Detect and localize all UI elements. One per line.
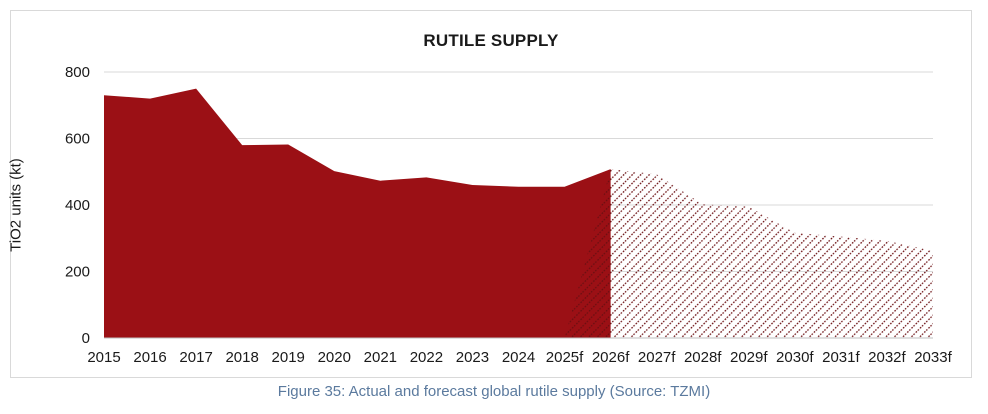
axes: 0 200 400 600 800 2015 2016 2017 2018 2019 2020 202… bbox=[65, 64, 953, 366]
y-tick-label: 800 bbox=[65, 64, 90, 81]
x-tick-label: 2021 bbox=[364, 349, 397, 366]
forecast-area bbox=[564, 169, 933, 338]
x-tick-label: 2030f bbox=[776, 349, 814, 366]
x-tick-label: 2023 bbox=[456, 349, 489, 366]
y-tick-label: 600 bbox=[65, 131, 90, 148]
y-tick-label: 0 bbox=[82, 330, 90, 347]
x-tick-label: 2026f bbox=[592, 349, 630, 366]
x-tick-label: 2029f bbox=[730, 349, 768, 366]
x-tick-label: 2031f bbox=[822, 349, 860, 366]
x-tick-label: 2022 bbox=[410, 349, 443, 366]
y-tick-label: 400 bbox=[65, 197, 90, 214]
x-tick-label: 2032f bbox=[868, 349, 906, 366]
x-tick-label: 2027f bbox=[638, 349, 676, 366]
x-tick-label: 2016 bbox=[133, 349, 166, 366]
x-tick-label: 2024 bbox=[502, 349, 535, 366]
x-tick-label: 2015 bbox=[87, 349, 120, 366]
x-tick-label: 2017 bbox=[179, 349, 212, 366]
x-tick-label: 2020 bbox=[318, 349, 351, 366]
x-tick-label: 2019 bbox=[272, 349, 305, 366]
chart-title: RUTILE SUPPLY bbox=[423, 31, 559, 50]
x-tick-label: 2033f bbox=[914, 349, 952, 366]
x-tick-label: 2025f bbox=[546, 349, 584, 366]
actual-area bbox=[104, 88, 611, 338]
x-tick-label: 2028f bbox=[684, 349, 722, 366]
plot-area: 0 200 400 600 800 2015 2016 2017 2018 2019 2020 202… bbox=[65, 64, 953, 366]
area-series bbox=[104, 88, 933, 338]
y-tick-label: 200 bbox=[65, 264, 90, 281]
figure-caption: Figure 35: Actual and forecast global ru… bbox=[277, 383, 711, 400]
x-tick-label: 2018 bbox=[225, 349, 258, 366]
